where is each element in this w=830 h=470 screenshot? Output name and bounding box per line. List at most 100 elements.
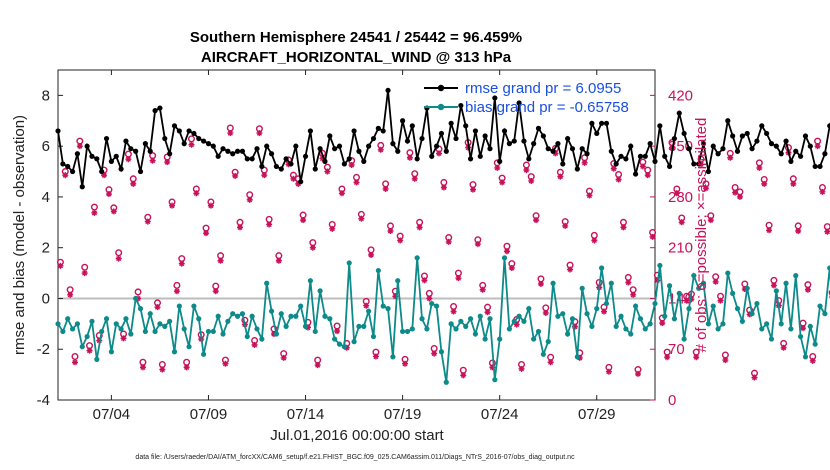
obs-assimilated-point (183, 364, 190, 371)
rmse-point (302, 153, 309, 159)
rmse-point (652, 158, 658, 164)
rmse-point (332, 146, 338, 152)
rmse-point (531, 141, 537, 147)
bias-point (60, 328, 66, 335)
rmse-point (492, 95, 498, 101)
bias-point (225, 318, 231, 324)
rmse-point (482, 133, 488, 139)
rmse-point (74, 151, 81, 157)
bias-point (545, 339, 551, 345)
obs-possible-point (115, 249, 123, 257)
obs-possible-point (814, 137, 822, 145)
rmse-point (356, 148, 362, 154)
rmse-point (239, 148, 246, 154)
rmse-point (171, 123, 178, 129)
rmse-point (264, 143, 270, 149)
bias-point (346, 260, 352, 266)
rmse-point (676, 110, 682, 116)
obs-assimilated-point (474, 241, 481, 248)
rmse-point (501, 128, 508, 134)
rmse-point (375, 125, 381, 131)
x-tick-label: 07/14 (287, 406, 325, 423)
rmse-point (230, 151, 236, 157)
obs-assimilated-point (71, 359, 78, 366)
x-tick-label: 07/04 (93, 406, 131, 423)
bias-point (565, 331, 571, 337)
bias-point (123, 316, 129, 322)
bias-point (516, 313, 522, 319)
obs-assimilated-point (304, 324, 311, 331)
obs-possible-point (71, 352, 79, 360)
rmse-point (458, 102, 464, 109)
bias-point (812, 341, 818, 347)
obs-assimilated-point (159, 366, 166, 373)
obs-assimilated-point (732, 189, 739, 196)
rmse-point (152, 108, 158, 114)
rmse-point (259, 163, 265, 170)
rmse-point (404, 138, 411, 144)
obs-assimilated-point (203, 230, 210, 237)
rmse-point (657, 123, 663, 129)
bias-point (147, 311, 153, 317)
obs-assimilated-point (576, 354, 583, 361)
rmse-point (608, 148, 614, 154)
obs-possible-point (721, 351, 729, 359)
rmse-point (244, 156, 250, 162)
obs-assimilated-point (440, 184, 447, 191)
bias-point (686, 306, 692, 312)
obs-assimilated-point (178, 260, 185, 267)
obs-possible-point (731, 183, 739, 191)
obs-assimilated-point (222, 360, 229, 367)
obs-assimilated-point (727, 154, 734, 161)
rmse-point (798, 153, 804, 159)
obs-assimilated-point (105, 191, 112, 198)
rmse-point (390, 141, 396, 147)
obs-assimilated-point (377, 146, 384, 153)
obs-assimilated-point (707, 217, 714, 224)
obs-assimilated-point (664, 354, 671, 361)
bias-point (361, 323, 367, 329)
rmse-point (632, 171, 639, 177)
rmse-point (793, 148, 799, 154)
rmse-point (249, 156, 255, 162)
obs-assimilated-point (756, 164, 763, 171)
x-tick-label: 07/29 (578, 406, 616, 423)
rmse-point (118, 166, 124, 172)
obs-assimilated-point (426, 295, 433, 302)
bias-point (652, 300, 658, 307)
rmse-line (57, 90, 830, 187)
bias-point (133, 295, 139, 302)
bias-point (409, 326, 415, 332)
rmse-point (618, 153, 624, 159)
rmse-point (783, 138, 789, 144)
rmse-point (623, 156, 629, 162)
obs-possible-point (799, 319, 807, 327)
rmse-point (137, 168, 144, 175)
plot-area (57, 69, 656, 401)
bias-point (531, 336, 537, 342)
bias-point (705, 321, 711, 327)
bias-point (283, 323, 289, 329)
obs-assimilated-point (207, 202, 214, 209)
obs-assimilated-point (610, 165, 617, 172)
rmse-point (710, 143, 716, 149)
rmse-point (574, 166, 580, 172)
obs-assimilated-point (232, 172, 239, 179)
y-left-tick-label: -4 (37, 392, 50, 409)
rmse-point (754, 138, 760, 144)
bias-point (370, 333, 377, 340)
obs-assimilated-point (702, 185, 709, 192)
bias-point (142, 328, 148, 335)
rmse-point (555, 141, 561, 147)
bias-point (511, 318, 517, 324)
rmse-point (89, 153, 95, 159)
obs-assimilated-point (154, 304, 161, 311)
obs-assimilated-point (513, 321, 520, 328)
obs-assimilated-point (455, 275, 462, 282)
rmse-point (346, 156, 352, 162)
obs-assimilated-point (567, 266, 574, 273)
y-left-tick-label: -2 (37, 341, 50, 358)
obs-assimilated-point (266, 221, 273, 228)
rmse-point (827, 123, 830, 129)
obs-assimilated-point (261, 172, 268, 179)
